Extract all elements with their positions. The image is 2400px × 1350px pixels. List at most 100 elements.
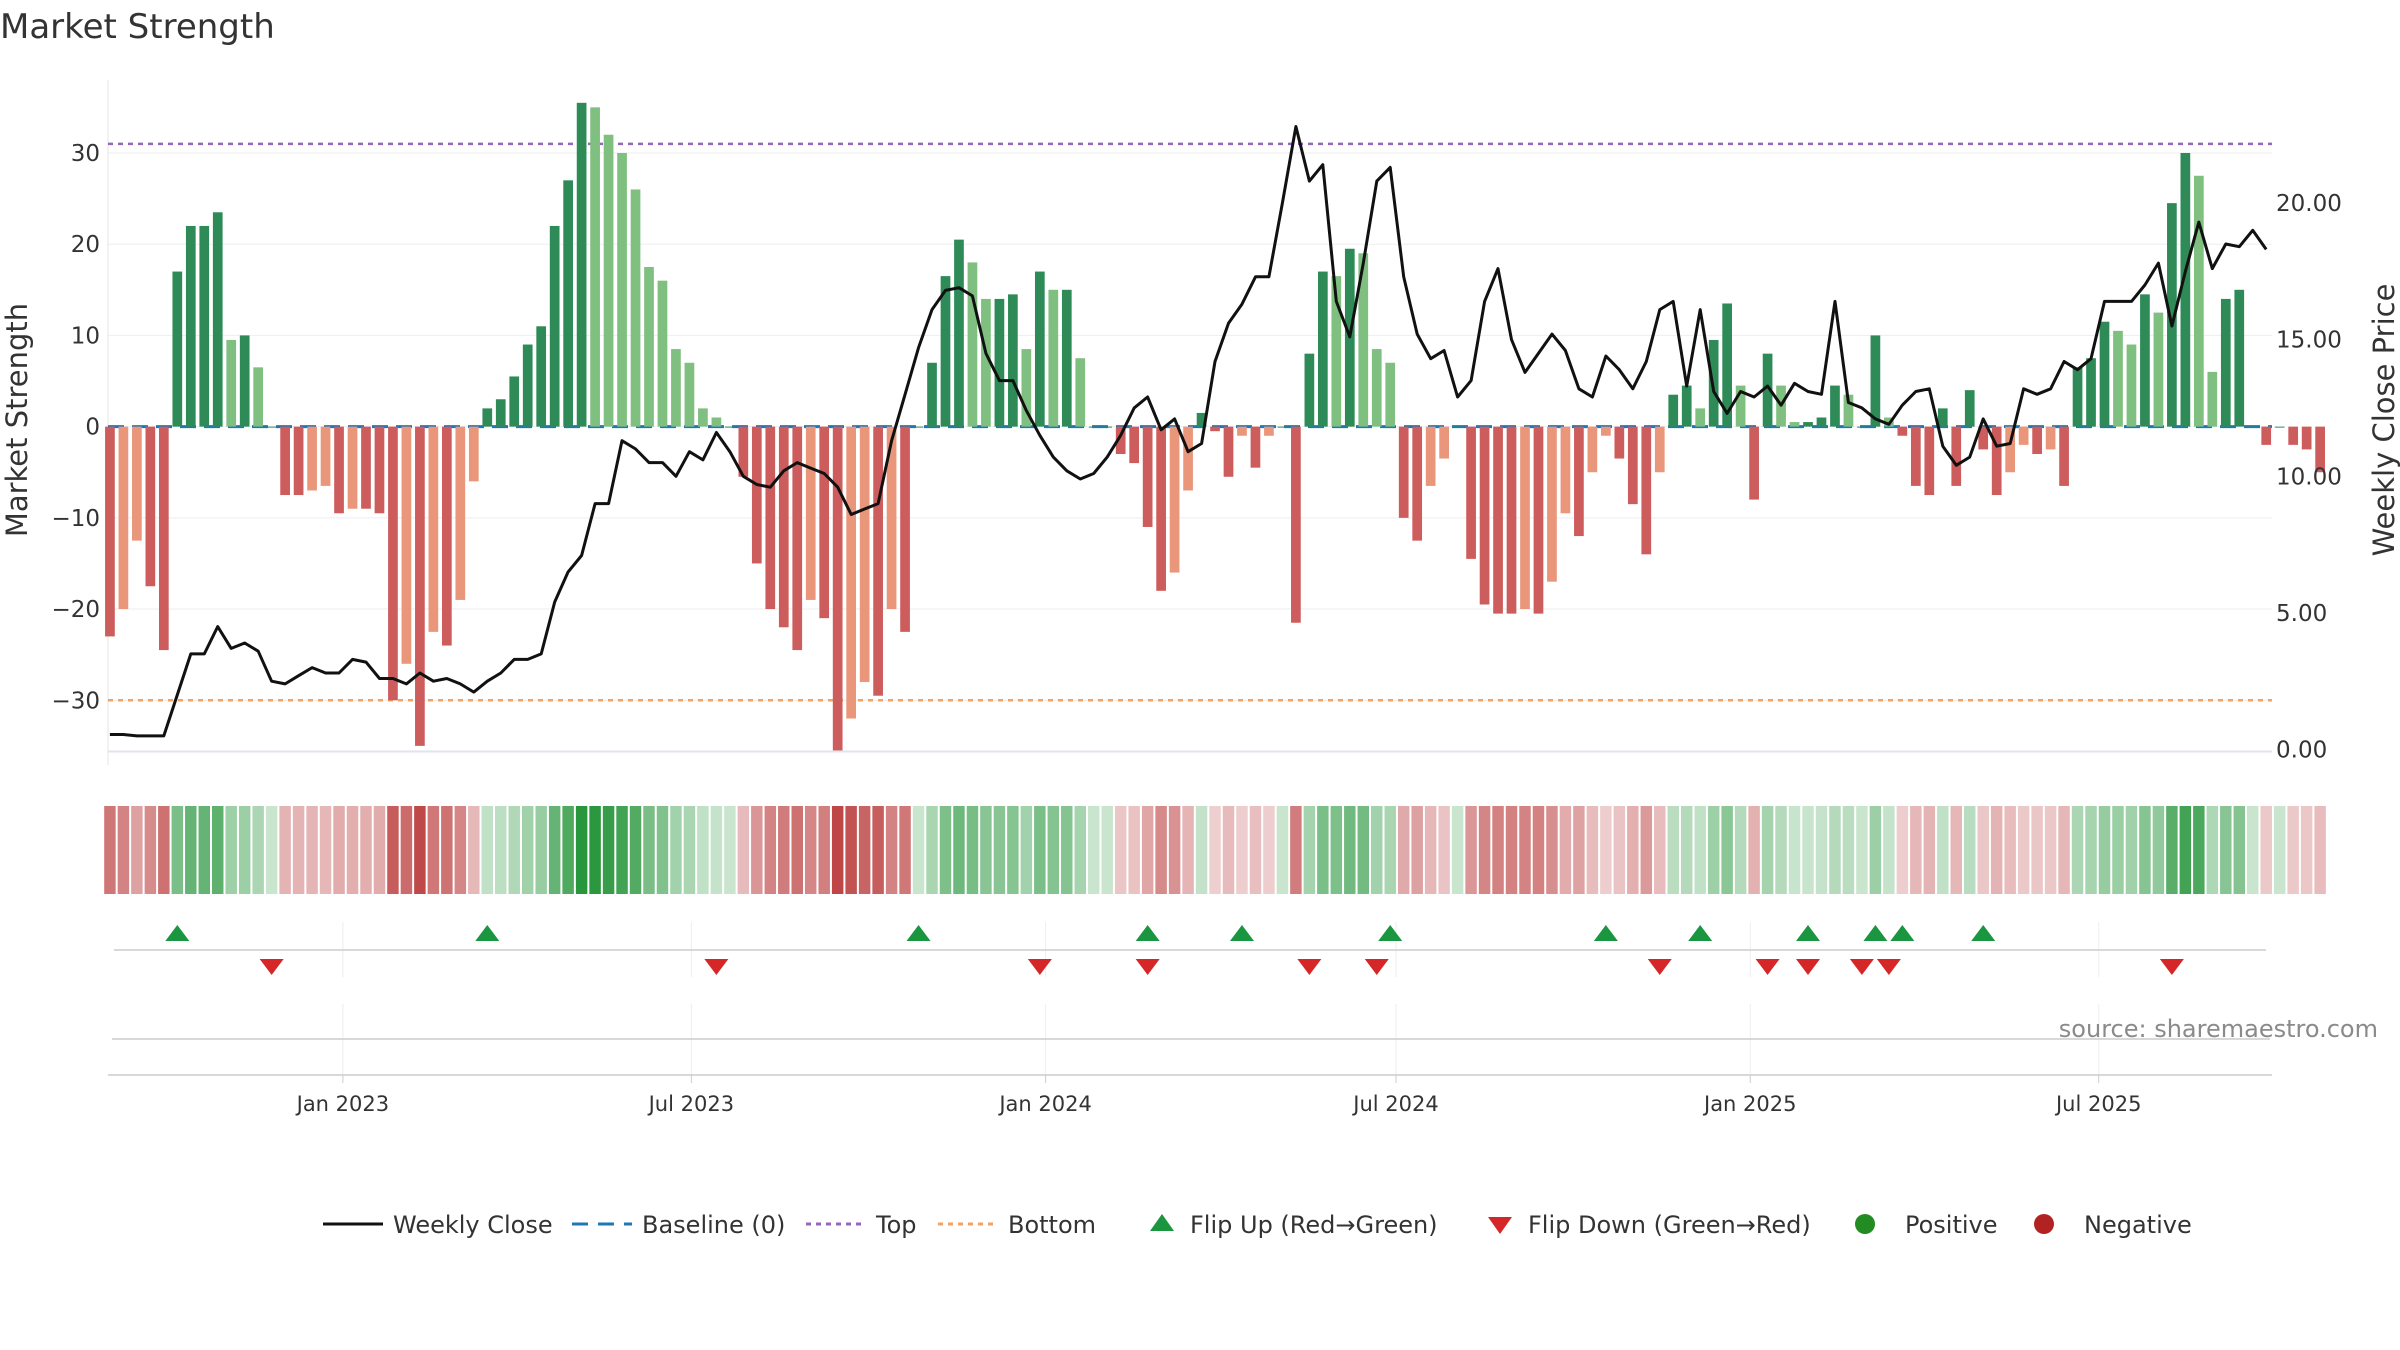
legend-item: Positive [1855, 1211, 1998, 1239]
heat-cell [778, 806, 790, 894]
flip-down-marker [1876, 959, 1901, 975]
heat-cell [2314, 806, 2326, 894]
strength-bar [145, 426, 156, 587]
strength-bar [1897, 426, 1908, 436]
heat-cell [1465, 806, 1477, 894]
heat-cell [1209, 806, 1221, 894]
x-tick-label: Jan 2023 [295, 1092, 390, 1116]
legend-item: Flip Up (Red→Green) [1150, 1211, 1438, 1239]
heat-cell [360, 806, 372, 894]
strength-bar [940, 276, 951, 427]
heat-cell [252, 806, 264, 894]
heat-cell [1559, 806, 1572, 894]
left-tick-label: 30 [71, 141, 100, 167]
weekly-close-line [109, 125, 2268, 738]
heat-cell [912, 806, 925, 894]
heat-cell [1087, 806, 1100, 894]
heat-cell [495, 806, 507, 894]
strength-bar [778, 426, 789, 628]
strength-bar [1937, 408, 1948, 427]
heat-cell [1694, 806, 1706, 894]
legend-label: Top [875, 1211, 917, 1239]
strength-bar [1061, 289, 1072, 427]
strength-bar [2140, 294, 2150, 427]
strength-bar [536, 326, 547, 427]
heat-cell [548, 806, 561, 894]
strength-bar [1021, 349, 1032, 427]
strength-bar [1115, 426, 1126, 454]
heat-cell [1775, 806, 1787, 894]
left-tick-label: 20 [71, 232, 100, 258]
heat-cell [2273, 806, 2286, 894]
heat-cell [131, 806, 143, 894]
flip-up-marker [1135, 925, 1160, 941]
heat-cell [144, 806, 157, 894]
flip-down-marker [1755, 959, 1780, 975]
strength-bar [1910, 426, 1921, 486]
strength-bar [1654, 426, 1665, 473]
heat-cell [2044, 806, 2057, 894]
heat-cell [804, 806, 817, 894]
strength-bar [657, 280, 668, 427]
strength-bar [482, 408, 493, 427]
heat-cell [1627, 806, 1639, 894]
heat-cell [1990, 806, 2003, 894]
heat-cell [966, 806, 979, 894]
flip-up-marker [1229, 925, 1254, 941]
strength-bar [563, 180, 573, 427]
heat-cell [1263, 806, 1275, 894]
heat-cell [1222, 806, 1235, 894]
heat-cell [2300, 806, 2313, 894]
heat-cell [1397, 806, 1410, 894]
legend-item: Negative [2034, 1211, 2192, 1239]
strength-bar [1735, 385, 1746, 427]
legend-swatch [2034, 1214, 2054, 1234]
heat-cell [939, 806, 952, 894]
strength-bar [1627, 426, 1638, 505]
strength-bar [590, 107, 600, 427]
heat-cell [1411, 806, 1423, 894]
strength-bars [105, 102, 2325, 751]
strength-bar [1749, 426, 1759, 500]
heat-cell [1923, 806, 1936, 894]
heat-cell [117, 806, 130, 894]
legend-swatch [1488, 1217, 1512, 1234]
heat-cell [1168, 806, 1181, 894]
heat-cell [265, 806, 278, 894]
heat-cell [468, 806, 480, 894]
strength-bar [1991, 426, 2002, 496]
strength-bar [2045, 426, 2056, 450]
heat-cell [1937, 806, 1949, 894]
heat-cell [1276, 806, 1289, 894]
heat-cell [575, 806, 588, 894]
strength-bar [805, 426, 816, 600]
heat-cell [1950, 806, 1962, 894]
heat-cell [279, 806, 291, 894]
strength-bar [873, 426, 883, 696]
strength-bar [1277, 426, 1288, 428]
strength-bar [1425, 426, 1436, 486]
strength-bar [468, 426, 479, 482]
heat-cell [589, 806, 601, 894]
heat-cell [872, 806, 884, 894]
heat-cell [1061, 806, 1073, 894]
heat-cell [535, 806, 547, 894]
strength-bar [819, 426, 830, 619]
heat-cell [670, 806, 682, 894]
heat-cell [1047, 806, 1060, 894]
strength-bar [859, 426, 870, 683]
heat-cell [1680, 806, 1693, 894]
left-tick-label: −30 [51, 688, 100, 714]
heat-cell [1182, 806, 1194, 894]
heat-cell [427, 806, 440, 894]
heat-cell [1896, 806, 1909, 894]
strength-bar [1762, 353, 1773, 427]
left-axis-ticks: 30 20 10 0 −10 −20 −30 [51, 141, 100, 714]
heat-cell [2193, 806, 2205, 894]
heat-cell [1330, 806, 1343, 894]
heat-cell [1505, 806, 1518, 894]
heat-cell [831, 806, 844, 894]
x-tick-label: Jul 2023 [647, 1092, 734, 1116]
strength-bar [2301, 426, 2312, 450]
strength-bar [1008, 294, 1018, 427]
